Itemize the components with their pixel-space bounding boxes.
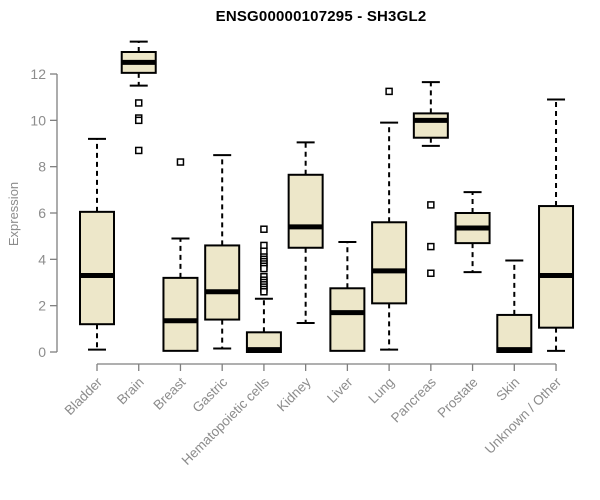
outlier-pancreas [427, 201, 435, 209]
y-tick-label: 0 [38, 344, 46, 360]
box-unknown-other [538, 205, 575, 329]
outlier-breast [176, 158, 185, 166]
outlier-hematopoietic-cells [260, 288, 268, 296]
box-breast [162, 276, 199, 352]
x-tick-label: Prostate [435, 375, 481, 421]
box-lung [371, 221, 408, 305]
box-gastric [204, 244, 241, 321]
x-tick-label: Pancreas [388, 374, 439, 425]
x-tick-label: Gastric [189, 374, 230, 415]
box-liver [329, 287, 366, 352]
x-tick-label: Lung [365, 375, 397, 407]
y-tick-label: 8 [38, 159, 46, 175]
outlier-hematopoietic-cells [260, 225, 268, 233]
outlier-hematopoietic-cells [260, 264, 268, 273]
x-tick-label: Bladder [62, 374, 106, 418]
box-bladder [79, 210, 115, 326]
box-pancreas [412, 112, 449, 139]
y-tick-label: 12 [30, 66, 46, 82]
outlier-brain [134, 99, 143, 107]
x-tick-label: Unknown / Other [482, 374, 565, 457]
outlier-brain [134, 146, 143, 155]
outlier-brain [134, 116, 143, 125]
outlier-lung [385, 87, 393, 96]
x-tick-label: Liver [324, 374, 356, 406]
outlier-pancreas [427, 242, 435, 251]
box-kidney [287, 173, 324, 249]
box-skin [496, 313, 533, 353]
y-tick-label: 6 [38, 205, 46, 221]
y-tick-label: 10 [30, 112, 46, 128]
chart-title: ENSG00000107295 - SH3GL2 [215, 8, 427, 25]
x-tick-label: Kidney [274, 374, 314, 414]
x-tick-label: Skin [493, 375, 522, 404]
x-tick-label: Breast [150, 374, 188, 412]
y-tick-label: 4 [38, 251, 46, 267]
y-tick-label: 2 [38, 298, 46, 314]
x-tick-label: Brain [114, 375, 147, 408]
outlier-pancreas [427, 269, 435, 277]
